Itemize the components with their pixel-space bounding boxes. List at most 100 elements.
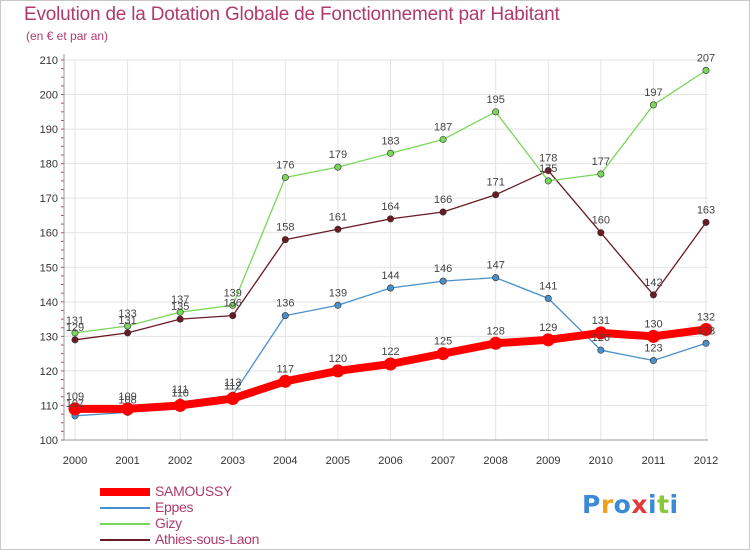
y-tick-label: 120 [40, 366, 58, 378]
data-point-athies-sous-laon [702, 218, 710, 226]
data-point-gizy [439, 135, 447, 143]
y-tick-label: 140 [40, 297, 58, 309]
x-tick-label: 2010 [589, 455, 613, 467]
data-point-samoussy [646, 329, 660, 343]
data-label-gizy: 137 [171, 294, 189, 306]
data-point-gizy [386, 149, 394, 157]
data-label-samoussy: 109 [66, 391, 84, 403]
legend-swatch-athies-sous-laon [100, 539, 150, 541]
data-point-gizy [281, 173, 289, 181]
data-point-athies-sous-laon [386, 215, 394, 223]
data-label-eppes: 128 [697, 325, 715, 337]
data-point-samoussy [278, 374, 292, 388]
data-point-gizy [334, 163, 342, 171]
data-point-eppes [281, 312, 289, 320]
data-label-athies-sous-laon: 171 [486, 177, 504, 189]
y-tick-label: 130 [40, 331, 58, 343]
data-label-athies-sous-laon: 129 [66, 322, 84, 334]
legend-label-samoussy: SAMOUSSY [155, 483, 232, 499]
data-point-samoussy [489, 336, 503, 350]
data-point-eppes [597, 346, 605, 354]
logo-letter: P [582, 490, 601, 519]
data-point-eppes [702, 339, 710, 347]
y-tick-label: 100 [40, 435, 58, 447]
data-label-samoussy: 131 [592, 315, 610, 327]
data-label-gizy: 139 [224, 287, 242, 299]
data-label-eppes: 111 [172, 384, 189, 396]
y-tick-label: 200 [40, 90, 58, 102]
data-label-athies-sous-laon: 158 [276, 222, 294, 234]
data-point-gizy [229, 301, 237, 309]
data-point-samoussy [384, 357, 397, 371]
data-point-samoussy [699, 322, 713, 336]
data-label-eppes: 113 [224, 377, 242, 389]
logo-letter: o [613, 490, 632, 519]
y-tick-label: 170 [40, 193, 58, 205]
data-label-eppes: 147 [486, 260, 504, 272]
data-label-athies-sous-laon: 161 [329, 211, 347, 223]
data-label-samoussy: 120 [329, 353, 347, 365]
data-point-gizy [492, 108, 500, 116]
data-label-athies-sous-laon: 160 [592, 215, 610, 227]
legend-swatch-eppes [100, 507, 150, 509]
x-tick-label: 2008 [483, 455, 507, 467]
proxiti-logo: Proxiti [582, 490, 679, 519]
data-label-eppes: 146 [434, 263, 452, 275]
data-point-athies-sous-laon [597, 229, 605, 237]
data-point-athies-sous-laon [281, 236, 289, 244]
data-label-eppes: 126 [592, 332, 610, 344]
data-point-gizy [649, 101, 657, 109]
legend-swatch-gizy [100, 523, 150, 525]
data-label-eppes: 141 [539, 280, 557, 292]
data-point-athies-sous-laon [334, 225, 342, 233]
data-point-gizy [176, 308, 184, 316]
logo-letter: i [669, 490, 679, 519]
data-label-athies-sous-laon: 142 [644, 277, 662, 289]
data-label-eppes: 136 [276, 298, 294, 310]
chart-title: Evolution de la Dotation Globale de Fonc… [24, 4, 560, 25]
x-tick-label: 2009 [536, 455, 560, 467]
data-label-athies-sous-laon: 166 [434, 194, 452, 206]
data-label-eppes: 108 [118, 394, 136, 406]
data-label-eppes: 123 [644, 343, 662, 355]
data-label-athies-sous-laon: 135 [171, 301, 189, 313]
x-tick-label: 2001 [115, 455, 139, 467]
data-label-athies-sous-laon: 164 [381, 201, 399, 213]
logo-letter: i [648, 490, 658, 519]
logo-letter: t [657, 490, 670, 519]
data-label-gizy: 187 [434, 121, 452, 133]
data-point-samoussy [436, 347, 450, 361]
data-point-athies-sous-laon [439, 208, 447, 216]
data-point-samoussy [173, 398, 187, 412]
legend-label-athies-sous-laon: Athies-sous-Laon [155, 531, 260, 547]
data-label-gizy: 131 [66, 315, 84, 327]
x-tick-label: 2011 [642, 455, 666, 467]
x-tick-label: 2000 [63, 455, 87, 467]
x-tick-label: 2004 [273, 455, 297, 467]
data-label-gizy: 183 [381, 135, 399, 147]
data-point-samoussy [594, 326, 608, 340]
data-point-samoussy [226, 392, 240, 406]
y-tick-label: 190 [40, 124, 58, 136]
data-label-samoussy: 112 [224, 381, 242, 393]
x-tick-label: 2006 [378, 455, 402, 467]
data-label-samoussy: 129 [539, 322, 557, 334]
data-point-eppes [544, 294, 552, 302]
logo-letter: x [631, 490, 648, 519]
data-label-gizy: 207 [697, 52, 715, 64]
data-label-gizy: 197 [644, 87, 662, 99]
data-label-samoussy: 110 [171, 387, 189, 399]
data-point-samoussy [541, 333, 555, 347]
x-tick-label: 2003 [221, 455, 245, 467]
data-label-athies-sous-laon: 163 [697, 204, 715, 216]
data-point-gizy [544, 177, 552, 185]
chart-subtitle: (en € et par an) [26, 29, 109, 43]
data-point-eppes [334, 301, 342, 309]
data-point-eppes [492, 274, 500, 282]
data-point-eppes [386, 284, 394, 292]
data-point-athies-sous-laon [71, 336, 79, 344]
logo-letter: r [600, 490, 614, 519]
data-point-gizy [71, 329, 79, 337]
data-point-gizy [702, 66, 710, 74]
